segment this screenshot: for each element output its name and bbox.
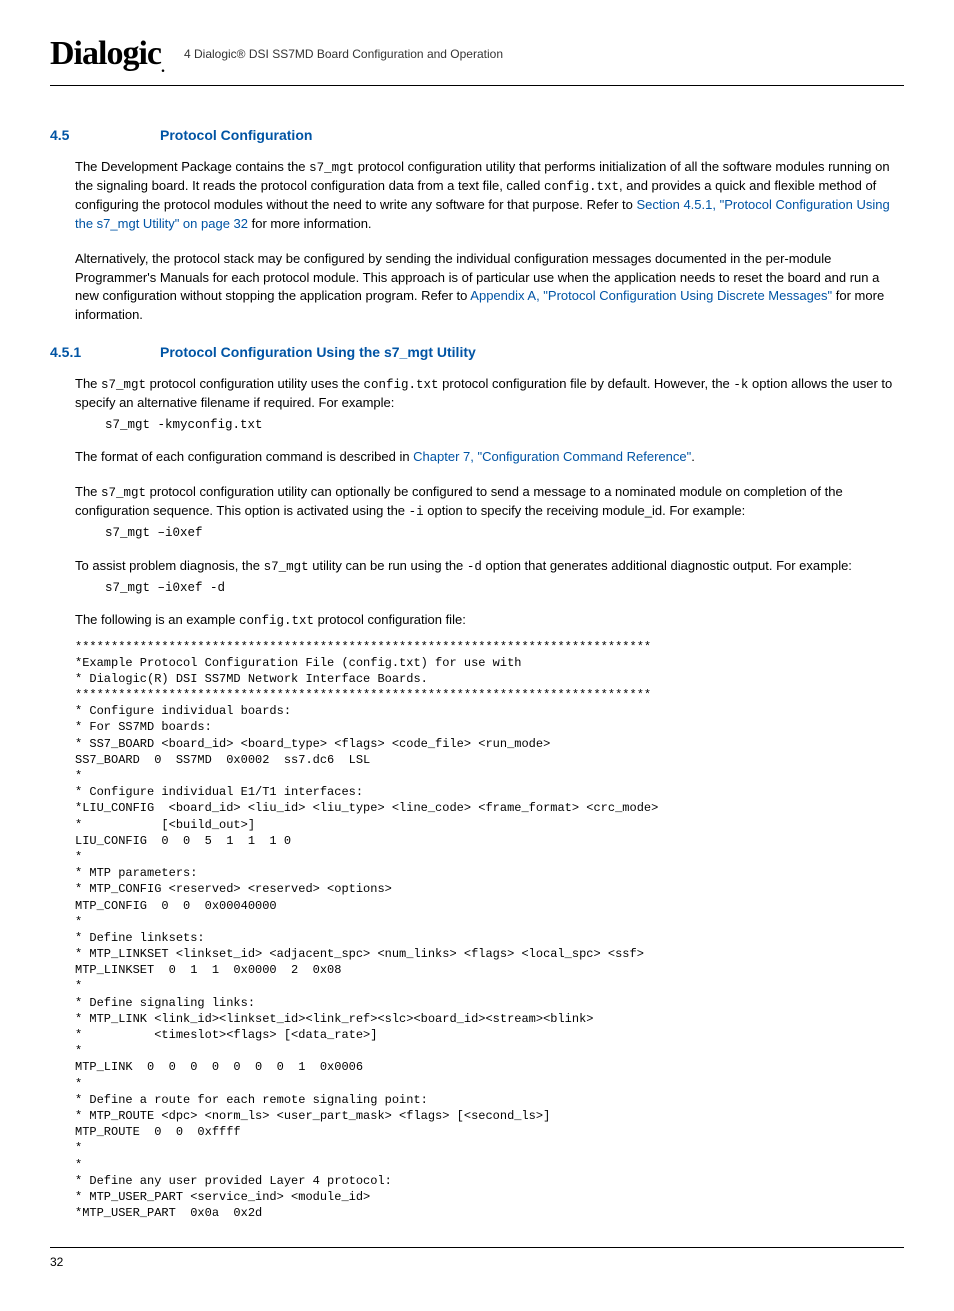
code-example-2: s7_mgt –i0xef [105,525,904,543]
paragraph-451-5: The following is an example config.txt p… [75,611,904,630]
page-footer: 32 [50,1247,904,1271]
paragraph-451-3: The s7_mgt protocol configuration utilit… [75,483,904,521]
section-number: 4.5 [50,126,160,146]
paragraph-451-4: To assist problem diagnosis, the s7_mgt … [75,557,904,576]
paragraph-451-2: The format of each configuration command… [75,448,904,467]
section-4-5-heading: 4.5 Protocol Configuration [50,126,904,146]
section-title: Protocol Configuration [160,126,312,146]
paragraph-45-1: The Development Package contains the s7_… [75,158,904,234]
link-chapter-7[interactable]: Chapter 7, "Configuration Command Refere… [413,449,691,464]
link-appendix-a[interactable]: Appendix A, "Protocol Configuration Usin… [470,288,832,303]
header-title: 4 Dialogic® DSI SS7MD Board Configuratio… [184,46,904,63]
page-number: 32 [50,1255,63,1269]
page-header: Dialogic. 4 Dialogic® DSI SS7MD Board Co… [50,30,904,86]
code-example-1: s7_mgt -kmyconfig.txt [105,417,904,435]
section-title: Protocol Configuration Using the s7_mgt … [160,343,476,363]
section-4-5-1-heading: 4.5.1 Protocol Configuration Using the s… [50,343,904,363]
config-txt-example: ****************************************… [75,639,904,1222]
code-example-3: s7_mgt –i0xef -d [105,580,904,598]
paragraph-451-1: The s7_mgt protocol configuration utilit… [75,375,904,413]
logo-text: Dialogic [50,35,161,72]
brand-logo: Dialogic. [50,30,164,79]
section-number: 4.5.1 [50,343,160,363]
paragraph-45-2: Alternatively, the protocol stack may be… [75,250,904,325]
